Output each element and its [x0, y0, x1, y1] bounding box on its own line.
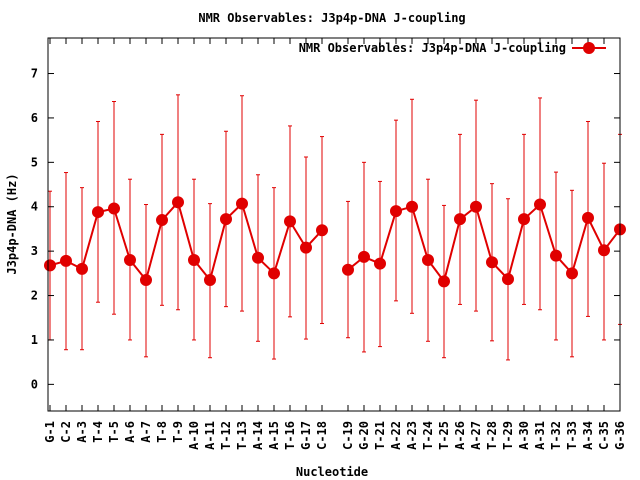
x-tick-label: T-33 [565, 421, 579, 450]
x-tick-label: G-36 [613, 421, 627, 450]
y-tick-label: 5 [31, 155, 38, 169]
data-point [406, 200, 418, 213]
data-point [534, 198, 546, 211]
data-point [76, 262, 88, 275]
x-tick-label: A-7 [139, 421, 153, 443]
legend: NMR Observables: J3p4p-DNA J-coupling [299, 41, 606, 55]
data-point [438, 275, 450, 288]
legend-marker-sample [583, 42, 595, 54]
x-tick-label: T-8 [155, 421, 169, 443]
data-point [188, 254, 200, 267]
data-point [502, 273, 514, 286]
data-point [108, 202, 120, 215]
chart-title: NMR Observables: J3p4p-DNA J-coupling [198, 11, 465, 25]
x-tick-label: A-23 [405, 421, 419, 450]
x-tick-label: T-25 [437, 421, 451, 450]
data-point [236, 197, 248, 210]
x-tick-label: T-28 [485, 421, 499, 450]
x-tick-label: C-2 [59, 421, 73, 443]
data-point [316, 224, 328, 237]
x-tick-label: A-30 [517, 421, 531, 450]
x-tick-label: A-15 [267, 421, 281, 450]
y-tick-label: 0 [31, 377, 38, 391]
x-tick-label: A-26 [453, 421, 467, 450]
data-point [60, 254, 72, 267]
x-tick-label: T-24 [421, 421, 435, 450]
y-tick-label: 7 [31, 67, 38, 81]
x-tick-label: A-34 [581, 421, 595, 450]
data-point [140, 274, 152, 287]
x-tick-label: A-22 [389, 421, 403, 450]
x-tick-label: C-35 [597, 421, 611, 450]
x-tick-label: T-21 [373, 421, 387, 450]
x-tick-label: C-19 [341, 421, 355, 450]
x-tick-label: C-18 [315, 421, 329, 450]
data-point [486, 256, 498, 269]
data-point [300, 241, 312, 254]
data-point [454, 213, 466, 226]
x-tick-label: T-29 [501, 421, 515, 450]
y-tick-label: 4 [31, 200, 38, 214]
x-tick-label: G-17 [299, 421, 313, 450]
x-tick-label: A-3 [75, 421, 89, 443]
data-point [566, 267, 578, 280]
data-point [220, 213, 232, 226]
x-tick-label: A-6 [123, 421, 137, 443]
data-point [252, 251, 264, 264]
data-point [390, 205, 402, 218]
data-point [342, 263, 354, 276]
y-axis-title: J3p4p-DNA (Hz) [5, 173, 19, 274]
x-tick-label: T-16 [283, 421, 297, 450]
data-point [358, 250, 370, 263]
x-tick-label: A-11 [203, 421, 217, 450]
y-tick-label: 6 [31, 111, 38, 125]
data-point [204, 274, 216, 287]
y-tick-label: 1 [31, 333, 38, 347]
x-tick-label: T-4 [91, 421, 105, 443]
x-tick-label: G-20 [357, 421, 371, 450]
plot-area [44, 94, 626, 361]
data-point [470, 200, 482, 213]
legend-label: NMR Observables: J3p4p-DNA J-coupling [299, 41, 566, 55]
data-point [92, 206, 104, 219]
x-tick-label: A-31 [533, 421, 547, 450]
x-axis-title: Nucleotide [296, 465, 368, 479]
data-point [156, 214, 168, 227]
x-tick-label: T-5 [107, 421, 121, 443]
data-point [172, 196, 184, 209]
data-point [374, 257, 386, 270]
data-point [44, 259, 56, 272]
x-tick-label: T-12 [219, 421, 233, 450]
data-point [598, 244, 610, 257]
x-tick-label: A-14 [251, 421, 265, 450]
data-point [268, 267, 280, 280]
y-tick-label: 3 [31, 244, 38, 258]
x-tick-label: G-1 [43, 421, 57, 443]
data-point [284, 215, 296, 228]
x-tick-label: T-32 [549, 421, 563, 450]
x-tick-label: T-9 [171, 421, 185, 443]
x-tick-label: A-10 [187, 421, 201, 450]
plot-frame [47, 37, 621, 412]
data-point [422, 254, 434, 267]
series-line-strand-1 [49, 200, 323, 283]
y-tick-label: 2 [31, 289, 38, 303]
data-point [550, 249, 562, 262]
data-point [124, 254, 136, 267]
data-point [518, 213, 530, 226]
data-point [582, 211, 594, 224]
series-line-strand-2 [347, 202, 621, 284]
x-tick-label: A-27 [469, 421, 483, 450]
x-tick-label: T-13 [235, 421, 249, 450]
